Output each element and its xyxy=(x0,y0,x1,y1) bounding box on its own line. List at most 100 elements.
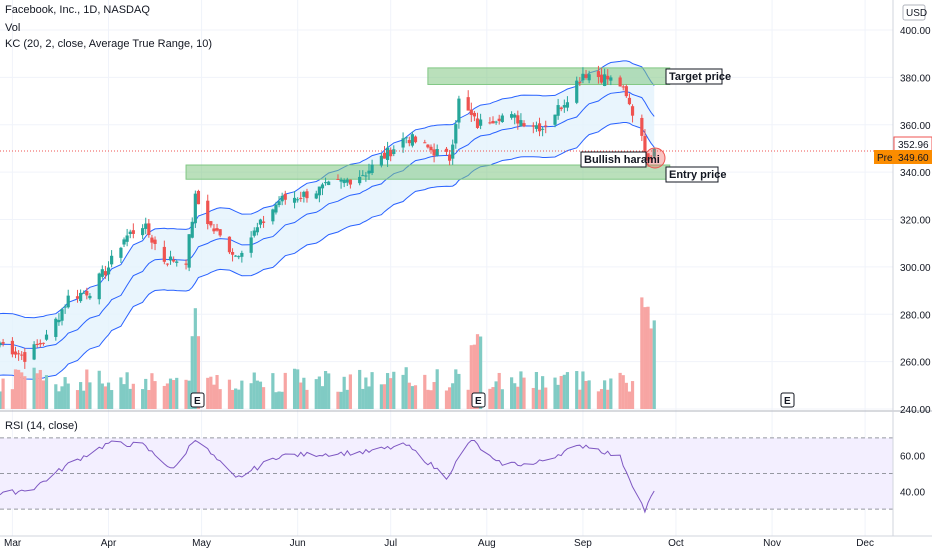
candle-body-105 xyxy=(454,124,458,144)
candle-body-92 xyxy=(401,138,405,148)
candle-body-27 xyxy=(119,247,123,258)
volume-bar-94 xyxy=(407,382,411,409)
volume-bar-17 xyxy=(75,390,80,409)
candle-body-145 xyxy=(627,97,632,105)
volume-bar-37 xyxy=(162,385,166,409)
candlesticks[interactable] xyxy=(0,65,656,369)
volume-bar-93 xyxy=(404,367,408,409)
volume-bar-70 xyxy=(302,377,306,409)
volume-bar-141 xyxy=(609,378,613,409)
volume-bar-77 xyxy=(336,391,340,409)
volume-bar-46 xyxy=(196,336,201,409)
volume-bar-133 xyxy=(578,389,582,409)
volume-bar-33 xyxy=(144,378,148,409)
volume-bar-118 xyxy=(513,383,517,409)
volume-bar-97 xyxy=(423,374,427,409)
volume-bar-96 xyxy=(413,385,418,409)
candle-body-82 xyxy=(358,176,362,184)
time-tick-sep: Sep xyxy=(574,538,592,549)
candle-body-111 xyxy=(479,119,483,126)
candle-body-52 xyxy=(227,236,232,253)
volume-bar-68 xyxy=(296,369,300,409)
candle-body-77 xyxy=(336,178,340,180)
volume-bar-26 xyxy=(110,390,114,409)
earnings-marker-3[interactable]: E xyxy=(780,392,795,408)
candle-body-132 xyxy=(575,80,579,103)
volume-bar-29 xyxy=(125,372,129,409)
volume-bar-127 xyxy=(553,377,557,409)
volume-bar-73 xyxy=(317,376,321,409)
candle-body-65 xyxy=(280,195,284,202)
candle-body-142 xyxy=(618,77,622,87)
candle-body-8 xyxy=(35,343,39,345)
candle-body-62 xyxy=(271,209,275,222)
volume-bar-47 xyxy=(206,377,210,409)
candle-body-47 xyxy=(206,200,210,225)
price-tick-5: 300.00 xyxy=(900,263,931,274)
volume-bar-24 xyxy=(103,386,108,409)
volume-bar-39 xyxy=(168,378,173,409)
kc-band-fill xyxy=(0,60,655,380)
volume-bar-55 xyxy=(237,389,241,409)
volume-bar-62 xyxy=(271,373,275,409)
volume-bar-64 xyxy=(277,391,281,409)
candle-body-49 xyxy=(212,228,216,232)
earnings-marker-2[interactable]: E xyxy=(471,392,486,408)
candle-body-112 xyxy=(488,122,492,124)
volume-bar-66 xyxy=(283,372,287,409)
candle-body-103 xyxy=(448,154,452,161)
last-price-tag: 352.96 xyxy=(893,136,932,153)
price-tick-4: 320.00 xyxy=(900,216,931,227)
candle-body-71 xyxy=(305,191,309,199)
candle-body-85 xyxy=(367,170,371,174)
candle-body-68 xyxy=(296,199,300,201)
volume-bar-10 xyxy=(41,380,46,409)
time-tick-may: May xyxy=(192,538,211,549)
candle-body-32 xyxy=(141,228,145,236)
volume-bar-147 xyxy=(640,297,644,409)
volume-bar-105 xyxy=(454,369,458,409)
candle-body-72 xyxy=(314,193,318,199)
volume-bar-58 xyxy=(252,372,256,409)
candle-body-104 xyxy=(451,144,455,159)
candle-body-60 xyxy=(258,219,263,225)
candle-body-96 xyxy=(413,136,418,143)
candle-body-67 xyxy=(292,197,297,203)
rsi-tick-1: 40.00 xyxy=(900,487,925,498)
candle-body-91 xyxy=(392,149,396,155)
earnings-marker-1[interactable]: E xyxy=(190,392,205,408)
volume-bar-61 xyxy=(261,387,266,409)
candle-body-22 xyxy=(97,273,101,300)
candle-body-21 xyxy=(88,295,92,299)
volume-bar-140 xyxy=(606,389,610,409)
volume-bar-56 xyxy=(240,380,244,409)
last-price-value: 352.96 xyxy=(898,140,929,151)
volume-bar-151 xyxy=(652,320,656,409)
target-price-text: Target price xyxy=(669,71,731,83)
candle-body-17 xyxy=(75,296,80,299)
volume-bar-144 xyxy=(624,382,628,409)
currency-button[interactable]: USD xyxy=(902,4,927,21)
time-tick-aug: Aug xyxy=(478,538,496,549)
volume-bar-13 xyxy=(57,391,61,409)
rsi-line xyxy=(0,439,655,514)
symbol-legend[interactable]: Facebook, Inc., 1D, NASDAQ xyxy=(5,4,150,16)
candle-body-150 xyxy=(649,157,653,160)
candle-body-53 xyxy=(230,252,235,255)
candle-body-78 xyxy=(339,179,343,182)
volume-legend[interactable]: Vol xyxy=(5,22,21,34)
rsi-legend[interactable]: RSI (14, close) xyxy=(5,420,78,432)
volume-bar-54 xyxy=(234,388,238,409)
volume-bar-41 xyxy=(175,377,179,409)
volume-bar-99 xyxy=(429,390,433,409)
volume-bar-72 xyxy=(314,379,318,409)
candle-body-130 xyxy=(562,105,566,108)
volume-bar-50 xyxy=(215,375,219,409)
target-price-label: Target price xyxy=(665,68,731,85)
keltner-legend[interactable]: KC (20, 2, close, Average True Range, 10… xyxy=(5,38,213,50)
candle-body-108 xyxy=(469,109,473,115)
volume-bar-103 xyxy=(448,387,452,409)
volume-bar-45 xyxy=(193,308,197,409)
